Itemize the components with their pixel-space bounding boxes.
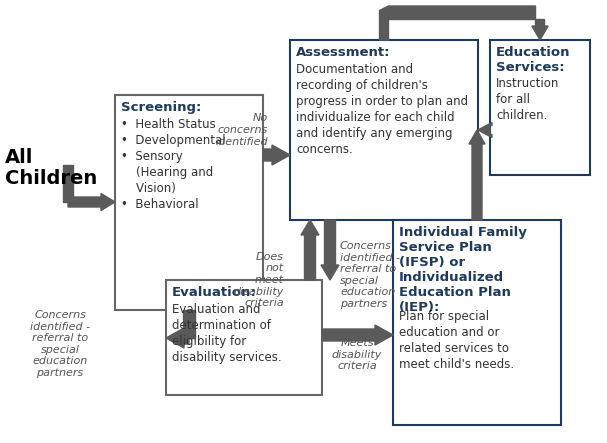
FancyBboxPatch shape [490, 40, 590, 175]
Text: Does
not
meet
disability
criteria: Does not meet disability criteria [234, 252, 284, 308]
Text: Plan for special
education and or
related services to
meet child's needs.: Plan for special education and or relate… [399, 310, 514, 371]
Text: Assessment:: Assessment: [296, 46, 390, 59]
Text: Education
Services:: Education Services: [496, 46, 571, 74]
Polygon shape [469, 130, 485, 220]
FancyBboxPatch shape [290, 40, 478, 220]
Text: Screening:: Screening: [121, 101, 202, 114]
FancyBboxPatch shape [115, 95, 263, 310]
Text: Meets
disability
criteria: Meets disability criteria [332, 338, 382, 371]
Polygon shape [63, 165, 73, 202]
Polygon shape [322, 325, 393, 345]
Polygon shape [321, 220, 339, 280]
Text: Evaluation:: Evaluation: [172, 286, 257, 299]
Polygon shape [183, 310, 195, 338]
Text: Evaluation and
determination of
eligibility for
disability services.: Evaluation and determination of eligibil… [172, 303, 282, 364]
Text: Concerns
identified -
referral to
special
education
partners: Concerns identified - referral to specia… [30, 310, 90, 378]
Text: Documentation and
recording of children's
progress in order to plan and
individu: Documentation and recording of children'… [296, 63, 468, 156]
Polygon shape [263, 145, 290, 165]
Polygon shape [301, 220, 319, 280]
Polygon shape [379, 6, 548, 40]
Polygon shape [68, 194, 115, 210]
Text: Individual Family
Service Plan
(IFSP) or
Individualized
Education Plan
(IEP):: Individual Family Service Plan (IFSP) or… [399, 226, 527, 314]
FancyBboxPatch shape [393, 220, 561, 425]
Text: All
Children: All Children [5, 148, 97, 187]
Polygon shape [166, 328, 189, 348]
Text: •  Health Status
•  Developmental
•  Sensory
    (Hearing and
    Vision)
•  Beh: • Health Status • Developmental • Sensor… [121, 118, 226, 211]
Text: Concerns
identified -
referral to
special
education
partners: Concerns identified - referral to specia… [340, 241, 400, 309]
FancyBboxPatch shape [166, 280, 322, 395]
Polygon shape [478, 123, 492, 137]
Text: No
concerns
identified: No concerns identified [215, 113, 268, 147]
Text: Instruction
for all
children.: Instruction for all children. [496, 77, 560, 121]
